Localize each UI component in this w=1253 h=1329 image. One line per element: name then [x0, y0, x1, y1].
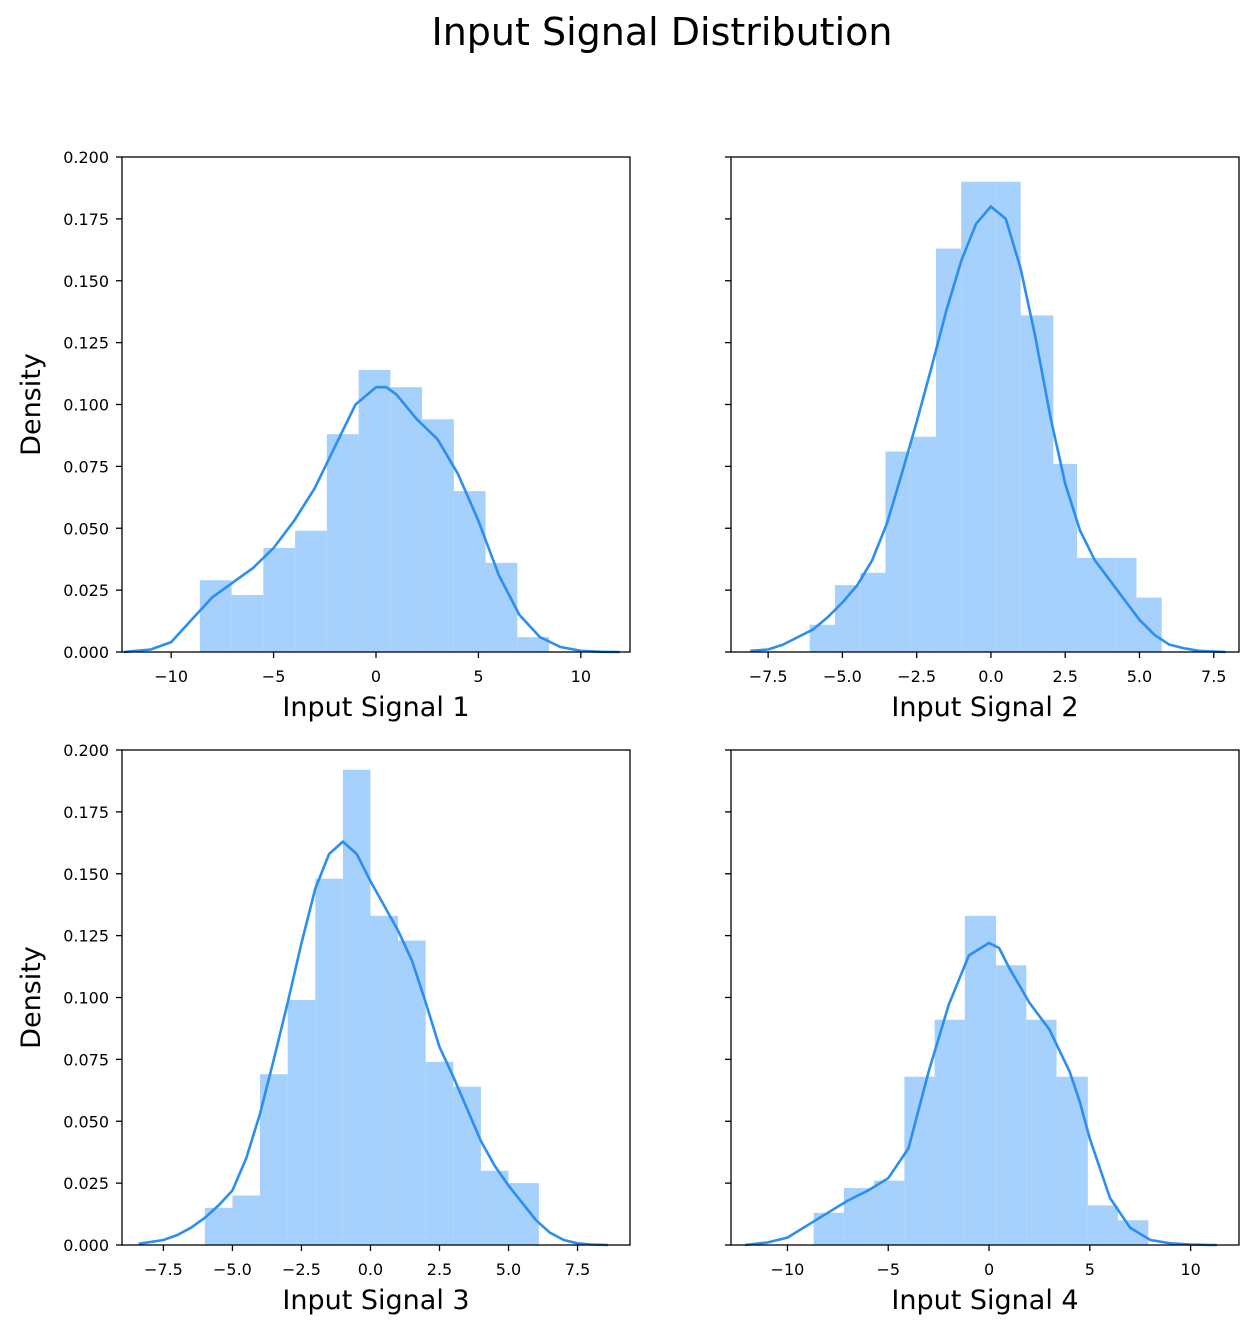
histogram-bar: [1077, 557, 1116, 652]
y-tick-label: 0.150: [63, 865, 109, 884]
histogram-bar: [1087, 1205, 1119, 1245]
y-tick-label: 0.200: [63, 148, 109, 167]
kde-curve: [138, 840, 608, 1247]
y-tick-label: 0.125: [63, 334, 109, 353]
y-tick-label: 0.000: [63, 643, 109, 662]
histogram-bar: [996, 965, 1027, 1245]
x-tick-label: 2.5: [1052, 667, 1077, 686]
y-tick-label: 0.025: [63, 1174, 109, 1193]
y-axis-label: Density: [16, 946, 47, 1049]
histogram-bar: [1056, 1076, 1088, 1245]
subplot-4: −10 −5 0 5 10 Input Signal 4: [725, 749, 1240, 1316]
x-axis-label: Input Signal 1: [282, 692, 469, 723]
y-tick-label: 0.075: [63, 457, 109, 476]
x-tick-label: 5.0: [496, 1260, 521, 1279]
histogram-bar: [885, 451, 911, 652]
y-tick-label: 0.200: [63, 741, 109, 760]
y-tick-label: 0.150: [63, 272, 109, 291]
histogram-bar: [480, 1170, 509, 1245]
figure-title: Input Signal Distribution: [432, 10, 893, 54]
y-tick-label: 0.050: [63, 1112, 109, 1131]
subplot-grid: −10 −5 0 5 100.0000.0250.0500.0750.1000.1250…: [16, 148, 1240, 1316]
kde-curve: [750, 205, 1226, 654]
histogram-bar: [260, 1074, 288, 1245]
histogram-bar: [232, 1195, 261, 1245]
histogram-bar: [485, 562, 518, 652]
y-tick-label: 0.100: [63, 989, 109, 1008]
x-tick-label: 0.0: [978, 667, 1003, 686]
histogram-bar: [964, 915, 997, 1245]
x-tick-label: −10: [771, 1260, 805, 1279]
histogram-bar: [1115, 557, 1137, 652]
histogram-bar: [961, 181, 997, 652]
kde-curve: [744, 941, 1217, 1247]
histogram-bar: [453, 491, 486, 652]
histogram-bar: [358, 369, 391, 652]
kde-curve: [123, 385, 620, 654]
histogram-bar: [935, 248, 962, 652]
x-tick-label: −5: [876, 1260, 900, 1279]
x-tick-label: −5.0: [823, 667, 862, 686]
x-tick-label: −2.5: [282, 1260, 321, 1279]
x-tick-label: −2.5: [897, 667, 936, 686]
histogram-bar: [199, 580, 232, 652]
x-axis-label: Input Signal 2: [891, 692, 1078, 723]
x-tick-label: 10: [571, 667, 591, 686]
histogram-bar: [287, 999, 316, 1245]
histogram-bar: [295, 530, 327, 652]
x-tick-label: 5.0: [1127, 667, 1152, 686]
histogram-bar: [1118, 1220, 1149, 1245]
histogram-bar: [390, 387, 423, 652]
x-tick-label: 10: [1180, 1260, 1200, 1279]
y-tick-label: 0.175: [63, 210, 109, 229]
subplot-3: −7.5 −5.0 −2.5 0.0 2.5 5.0 7.5 0.000 0.025 0.050 0…: [16, 741, 631, 1316]
histogram-bar: [342, 769, 371, 1245]
x-tick-label: 5: [473, 667, 483, 686]
histogram-bar: [1020, 315, 1054, 652]
histogram-bar: [315, 878, 343, 1245]
y-tick-label: 0.075: [63, 1050, 109, 1069]
histogram-bar: [453, 1086, 481, 1245]
y-tick-label: 0.025: [63, 581, 109, 600]
x-tick-label: 0: [371, 667, 381, 686]
histogram-bar: [860, 572, 886, 652]
histogram-bar: [1026, 1019, 1057, 1245]
y-tick-label: 0.050: [63, 519, 109, 538]
histogram-bar: [422, 419, 454, 652]
x-tick-label: −10: [154, 667, 188, 686]
x-axis-label: Input Signal 4: [891, 1285, 1078, 1316]
histogram-bar: [1053, 463, 1078, 652]
histogram-bar: [326, 434, 359, 652]
histogram-bar: [874, 1180, 905, 1245]
histogram-bar: [517, 637, 550, 652]
histogram-bar: [996, 181, 1021, 652]
histogram-bar: [231, 595, 264, 652]
subplot-1: −10 −5 0 5 10 0.000 0.025 0.050 0.075 0.100 0.125 0…: [16, 148, 631, 723]
y-tick-label: 0.175: [63, 803, 109, 822]
x-tick-label: 5: [1085, 1260, 1095, 1279]
histogram-bar: [1136, 597, 1162, 652]
x-tick-label: −7.5: [144, 1260, 183, 1279]
x-tick-label: 0: [984, 1260, 994, 1279]
subplot-2: −7.5 −5.0 −2.5 0.0 2.5 5.0 7.5 Input Signal 2: [725, 156, 1240, 723]
histogram-bar: [263, 548, 296, 652]
x-axis-label: Input Signal 3: [282, 1285, 469, 1316]
y-tick-label: 0.000: [63, 1236, 109, 1255]
histogram-bar: [425, 1061, 454, 1245]
y-tick-label: 0.125: [63, 927, 109, 946]
histogram-bar: [910, 436, 936, 652]
x-tick-label: −5.0: [213, 1260, 252, 1279]
histogram-bar: [934, 1019, 965, 1245]
y-tick-label: 0.100: [63, 396, 109, 415]
x-tick-label: −5: [262, 667, 286, 686]
x-tick-label: 2.5: [427, 1260, 452, 1279]
histogram-bar: [370, 915, 399, 1245]
x-tick-label: −7.5: [749, 667, 788, 686]
y-axis-label: Density: [16, 353, 47, 456]
x-tick-label: 7.5: [1201, 667, 1226, 686]
x-tick-label: 0.0: [358, 1260, 383, 1279]
x-tick-label: 7.5: [565, 1260, 590, 1279]
histogram-bar: [843, 1188, 875, 1245]
